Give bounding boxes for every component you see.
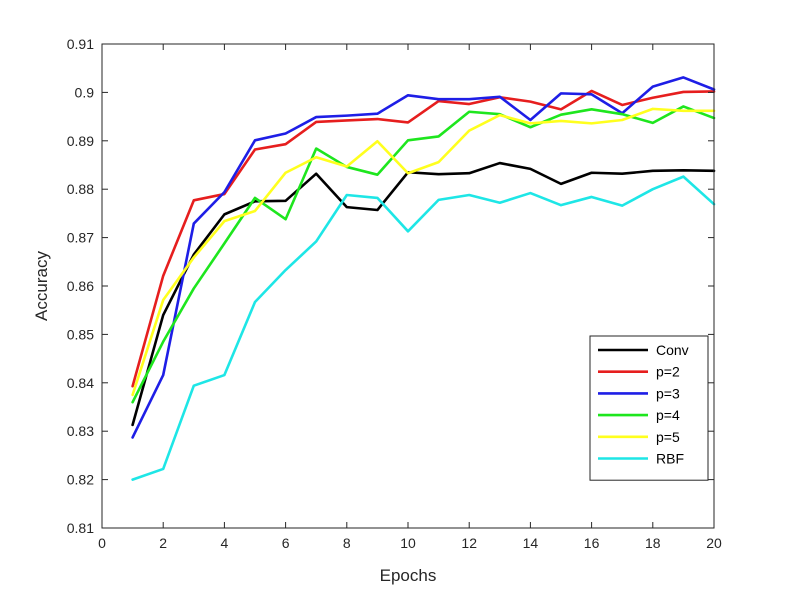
- y-tick-label: 0.87: [67, 230, 94, 246]
- y-tick-label: 0.88: [67, 181, 94, 197]
- series-line-p-2: [131, 89, 716, 388]
- x-tick-label: 0: [98, 535, 106, 551]
- y-tick-label: 0.85: [67, 326, 94, 342]
- x-tick-label: 12: [461, 535, 477, 551]
- legend-label: p=3: [656, 385, 680, 401]
- series-line-p-4: [131, 105, 716, 404]
- y-tick-label: 0.91: [67, 36, 94, 52]
- x-tick-label: 10: [400, 535, 416, 551]
- x-tick-label: 6: [282, 535, 290, 551]
- series-line-p-3: [131, 76, 716, 439]
- y-tick-label: 0.81: [67, 520, 94, 536]
- legend: Conv p=2 p=3 p=4 p=5 RBF: [589, 335, 709, 481]
- legend-label: p=4: [656, 407, 680, 423]
- y-axis-title: Accuracy: [32, 251, 51, 321]
- x-tick-label: 8: [343, 535, 351, 551]
- y-tick-label: 0.9: [75, 84, 95, 100]
- x-axis: 0 2 4 6 8 10 12 14 16 18 20: [98, 44, 722, 551]
- series-line-conv: [131, 161, 716, 427]
- legend-label: p=5: [656, 429, 680, 445]
- series-line-rbf: [131, 175, 716, 481]
- y-tick-label: 0.83: [67, 423, 94, 439]
- x-tick-label: 2: [159, 535, 167, 551]
- y-tick-label: 0.86: [67, 278, 94, 294]
- plot-lines: [131, 76, 716, 481]
- y-tick-label: 0.82: [67, 472, 94, 488]
- legend-label: p=2: [656, 364, 680, 380]
- y-tick-label: 0.89: [67, 133, 94, 149]
- x-tick-label: 4: [221, 535, 229, 551]
- y-axis: 0.81 0.82 0.83 0.84 0.85 0.86 0.87 0.88 0.89 0.9 0…: [67, 36, 714, 536]
- series-line-p-5: [131, 107, 716, 397]
- x-axis-title: Epochs: [380, 566, 437, 585]
- x-tick-label: 18: [645, 535, 661, 551]
- legend-label: RBF: [656, 451, 684, 467]
- y-tick-label: 0.84: [67, 375, 94, 391]
- legend-label: Conv: [656, 342, 689, 358]
- x-tick-label: 20: [706, 535, 722, 551]
- x-tick-label: 14: [523, 535, 539, 551]
- legend-box: [589, 335, 709, 481]
- x-tick-label: 16: [584, 535, 600, 551]
